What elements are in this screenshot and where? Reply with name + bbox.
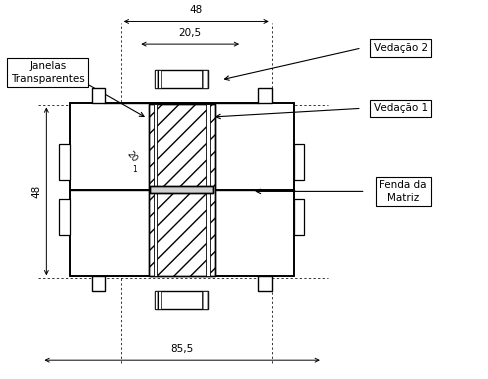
Bar: [148, 104, 214, 276]
Bar: [91, 88, 105, 103]
Text: Vedação 2: Vedação 2: [373, 43, 427, 53]
Text: 1: 1: [132, 165, 137, 174]
Text: Fenda da
Matriz: Fenda da Matriz: [379, 180, 426, 203]
Bar: [202, 291, 208, 309]
Text: Janelas
Transparentes: Janelas Transparentes: [11, 61, 84, 84]
Bar: [59, 199, 70, 235]
Bar: [70, 103, 293, 190]
Bar: [202, 70, 208, 88]
Bar: [293, 144, 304, 180]
Bar: [59, 144, 70, 180]
Bar: [155, 291, 161, 309]
Bar: [155, 70, 161, 88]
Bar: [206, 104, 209, 276]
Bar: [155, 70, 208, 88]
Bar: [91, 276, 105, 291]
Bar: [148, 104, 214, 276]
Bar: [70, 190, 293, 276]
Bar: [258, 88, 271, 103]
Bar: [150, 186, 213, 193]
Bar: [155, 291, 208, 309]
Bar: [293, 199, 304, 235]
Bar: [153, 104, 157, 276]
Text: 48: 48: [31, 185, 41, 198]
Text: Vedação 1: Vedação 1: [373, 103, 427, 113]
Text: 48: 48: [189, 5, 203, 16]
Bar: [70, 103, 293, 276]
Text: 85,5: 85,5: [170, 344, 193, 354]
Text: 20: 20: [124, 149, 139, 163]
Bar: [258, 276, 271, 291]
Bar: [150, 186, 213, 193]
Text: 20,5: 20,5: [178, 28, 202, 38]
Bar: [148, 104, 214, 276]
